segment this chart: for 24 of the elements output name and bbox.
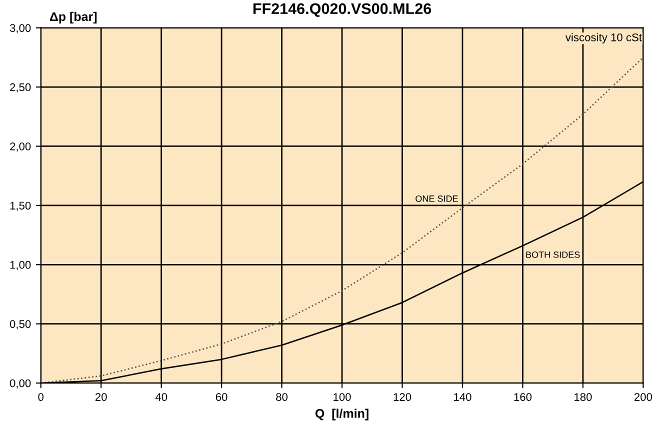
y-tick-label: 0,50 xyxy=(10,320,31,330)
x-axis-title: Q [l/min] xyxy=(315,408,368,420)
x-tick-label: 160 xyxy=(514,393,532,401)
y-tick-label: 2,00 xyxy=(10,142,31,152)
x-tick-label: 60 xyxy=(216,393,228,401)
x-tick-label: 0 xyxy=(38,393,44,401)
y-tick-label: 1,00 xyxy=(10,260,31,270)
x-tick-label: 140 xyxy=(454,393,472,401)
x-tick-label: 180 xyxy=(574,393,592,401)
y-tick-label: 3,00 xyxy=(10,24,31,34)
x-tick-label: 100 xyxy=(334,393,351,401)
x-tick-label: 20 xyxy=(95,393,107,401)
annotation: viscosity 10 cSt xyxy=(565,33,642,44)
x-tick-label: 120 xyxy=(394,393,412,401)
y-tick-label: 2,50 xyxy=(10,83,31,92)
x-tick-label: 40 xyxy=(155,393,168,401)
x-tick-label: 80 xyxy=(276,393,288,401)
y-tick-label: 1,50 xyxy=(10,202,31,211)
y-tick-label: 0,00 xyxy=(10,379,31,389)
x-tick-label: 200 xyxy=(634,393,652,401)
annotation: BOTH SIDES xyxy=(526,251,580,258)
chart-title: FF2146.Q020.VS00.ML26 xyxy=(253,3,432,17)
annotation: ONE SIDE xyxy=(416,195,458,202)
y-axis-title: Δp [bar] xyxy=(50,12,97,24)
